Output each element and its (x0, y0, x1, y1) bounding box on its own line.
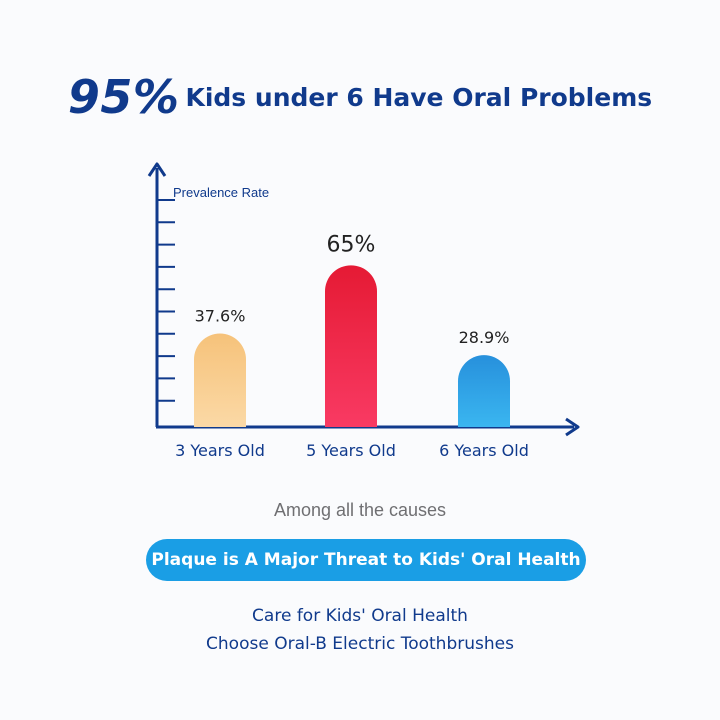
x-tick-label: 5 Years Old (306, 441, 396, 460)
x-tick-label: 6 Years Old (439, 441, 529, 460)
cta-line-2: Choose Oral-B Electric Toothbrushes (206, 634, 514, 654)
y-axis-label: Prevalence Rate (173, 185, 269, 200)
data-label: 65% (327, 232, 376, 257)
data-label: 37.6% (195, 306, 246, 325)
x-axis-arrow (565, 417, 580, 437)
y-axis-arrow (147, 162, 167, 177)
headline-text: Kids under 6 Have Oral Problems (185, 82, 653, 112)
chart-bars (194, 265, 510, 427)
plaque-threat-text: Plaque is A Major Threat to Kids' Oral H… (151, 550, 581, 570)
chart-labels: 37.6% 3 Years Old 65% 5 Years Old 28.9% 6 Yea… (175, 232, 529, 460)
prevalence-bar-chart: Prevalence Rate 37.6% 3 Years Old 65% 5 Yea… (147, 162, 580, 460)
data-label: 28.9% (459, 328, 510, 347)
x-tick-label: 3 Years Old (175, 441, 265, 460)
bar-5-years-old (325, 265, 377, 427)
headline: 95% Kids under 6 Have Oral Problems (0, 70, 720, 124)
bar-6-years-old (458, 355, 510, 427)
headline-stat: 95% (67, 70, 180, 124)
plaque-threat-banner: Plaque is A Major Threat to Kids' Oral H… (146, 539, 586, 581)
causes-caption: Among all the causes (273, 500, 447, 520)
bar-3-years-old (194, 333, 246, 427)
cta-line-1: Care for Kids' Oral Health (252, 606, 468, 626)
